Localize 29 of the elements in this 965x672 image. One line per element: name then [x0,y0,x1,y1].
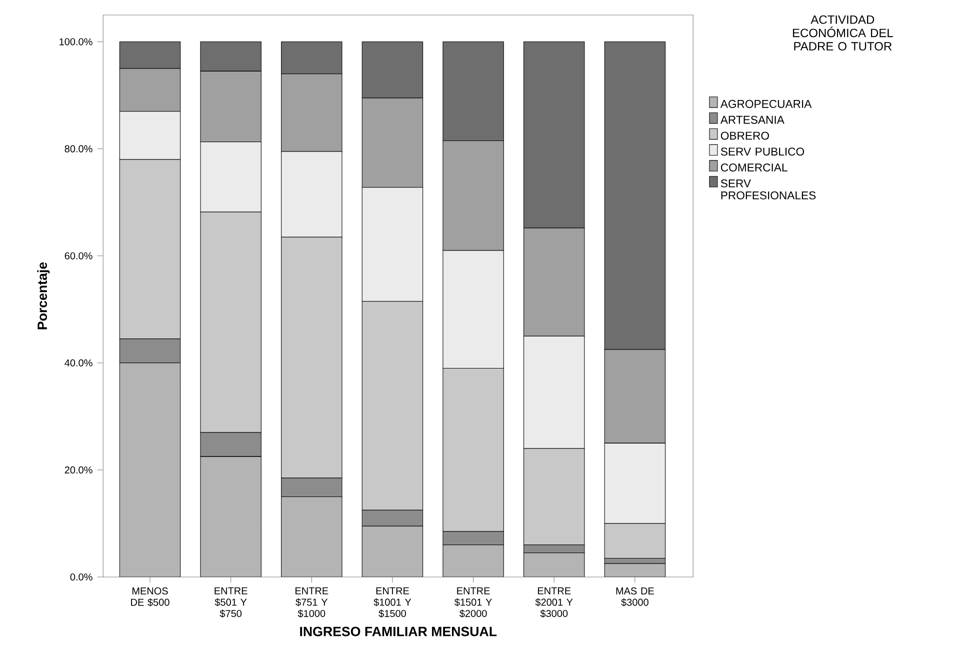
x-tick-label: MAS DE $3000 [616,587,654,606]
y-tick-label: 60.0% [64,252,92,260]
y-tick-label: 20.0% [64,466,92,474]
bar [200,456,262,577]
bar [524,552,584,577]
legend-label: ARTESANIA [720,116,784,124]
bar [281,496,342,577]
x-tick-label: MENOS DE $500 [131,587,170,606]
bar [442,544,504,577]
legend-label: AGROPECUARIA [720,100,812,108]
x-axis-title: INGRESO FAMILIAR MENSUAL [300,626,497,636]
bar [362,526,423,577]
bar [604,563,666,577]
x-tick-label: ENTRE $1001 Y $1500 [374,587,412,618]
x-tick-label: ENTRE $1501 Y $2000 [454,587,492,618]
y-tick-label: 0.0% [70,573,92,581]
legend-label: SERV PROFESIONALES [720,179,816,200]
x-tick-label: ENTRE $501 Y $750 [214,587,248,618]
y-tick-label: 80.0% [64,145,92,152]
legend-label: SERV PUBLICO [720,148,804,156]
x-tick-label: ENTRE $2001 Y $3000 [535,587,573,618]
y-axis-title: Porcentaje [37,262,50,330]
y-tick-label: 40.0% [64,359,92,366]
bar [120,362,180,577]
legend-label: COMERCIAL [720,163,788,172]
legend-label: OBRERO [720,132,769,140]
x-tick-label: ENTRE $751 Y $1000 [296,587,328,618]
legend-title: ACTIVIDAD ECONÓMICA DEL PADRE O TUTOR [792,15,893,51]
y-tick-label: 100.0% [60,38,92,46]
